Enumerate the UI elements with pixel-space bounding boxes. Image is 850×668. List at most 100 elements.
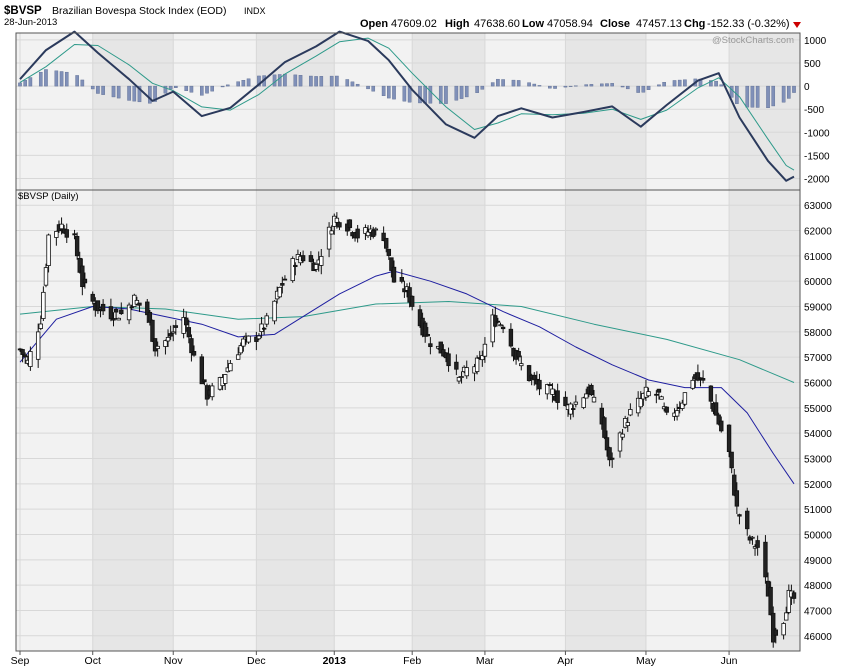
macd-histogram-bar [610,83,614,87]
candle-body [238,345,243,354]
close-label: Close [600,18,630,30]
macd-y-tick-label: -500 [804,105,824,116]
macd-panel: 1000 500 0 -500 -1000 -1500 -2000 [15,30,830,191]
index-name: Brazilian Bovespa Stock Index (EOD) [52,5,227,17]
candle-body [755,540,760,548]
price-y-tick-label: 54000 [804,429,832,440]
price-y-tick-label: 51000 [804,505,832,516]
macd-histogram-bar [335,75,339,87]
close-value: 47457.13 [636,18,682,30]
candle-body [532,374,537,381]
candle-body [199,356,205,385]
candle-body [150,319,155,342]
month-band [92,33,174,190]
candle-body [545,384,550,395]
macd-histogram-bar [309,75,313,87]
candle-body [326,226,332,250]
candle-body [438,341,443,354]
candle-body [708,385,714,402]
price-y-tick-label: 48000 [804,581,832,592]
macd-histogram-bar [672,80,677,87]
candle-body [422,322,428,337]
macd-histogram-bar [584,84,589,87]
x-tick-label: May [636,655,657,667]
candle-body [77,257,82,273]
candle-body [682,392,688,405]
month-band [412,33,485,190]
candle-body [41,291,46,319]
macd-y-tick-label: 500 [804,59,821,70]
macd-histogram-bar [59,71,64,87]
candle-body [719,420,724,432]
candle-body [732,474,737,496]
macd-histogram-bar [345,79,350,87]
macd-histogram-bar [366,85,370,90]
watermark: @StockCharts.com [712,35,794,46]
candle-body [171,331,176,334]
candle-body [293,264,298,268]
candle-body [334,217,340,223]
price-y-tick-label: 62000 [804,227,832,238]
macd-histogram-bar [355,83,360,87]
macd-histogram-bar [96,85,100,94]
month-band [256,33,335,190]
macd-histogram-bar [54,70,59,87]
macd-histogram-bar [501,79,505,87]
candle-body [235,354,241,360]
candle-body [659,396,664,400]
candle-body [456,376,462,382]
macd-histogram-bar [329,75,334,87]
price-y-tick-label: 46000 [804,632,832,643]
candle-body [163,340,168,347]
candle-body [716,414,721,425]
candle-body [726,424,732,453]
candle-body [425,334,430,337]
macd-histogram-bar [210,85,215,92]
price-y-tick-label: 57000 [804,353,832,364]
open-value: 47609.02 [391,18,437,30]
macd-y-tick-label: -1000 [804,128,830,139]
macd-histogram-bar [90,85,95,90]
macd-histogram-bar [537,85,542,87]
price-y-tick-label: 58000 [804,328,832,339]
candle-body [28,351,33,367]
macd-histogram-bar [163,85,168,94]
candle-body [168,333,173,337]
macd-histogram-bar [293,74,298,87]
candle-body [38,323,43,329]
candle-body [82,278,88,284]
candle-body [108,306,114,320]
macd-line [19,30,795,182]
candle-body [646,391,651,397]
macd-histogram-bar [350,81,355,87]
month-band [565,33,646,190]
macd-histogram-bar [371,85,376,92]
candle-body [145,301,150,316]
candle-body [173,325,179,328]
macd-histogram-bar [246,78,251,87]
candle-body [763,541,768,578]
macd-histogram-bar [532,83,537,87]
macd-histogram-bar [714,80,718,87]
macd-histogram-bar [18,82,22,87]
high-value: 47638.60 [474,18,520,30]
low-label: Low [522,18,544,30]
exchange: INDX [244,6,266,16]
price-y-tick-label: 56000 [804,379,832,390]
candle-body [584,393,589,399]
macd-signal-line [19,37,795,171]
candle-body [100,303,106,312]
candle-body [391,266,397,283]
candle-body [474,357,480,372]
candle-body [700,378,706,381]
macd-histogram-bar [771,85,776,107]
candle-body [537,379,542,390]
candle-body [264,315,269,325]
macd-histogram-bar [241,80,246,87]
macd-histogram-bar [475,85,479,93]
macd-histogram-bar [314,76,318,87]
candle-body [480,355,485,361]
x-tick-label: Sep [11,655,30,667]
candle-body [355,228,360,239]
macd-histogram-bar [589,84,594,87]
